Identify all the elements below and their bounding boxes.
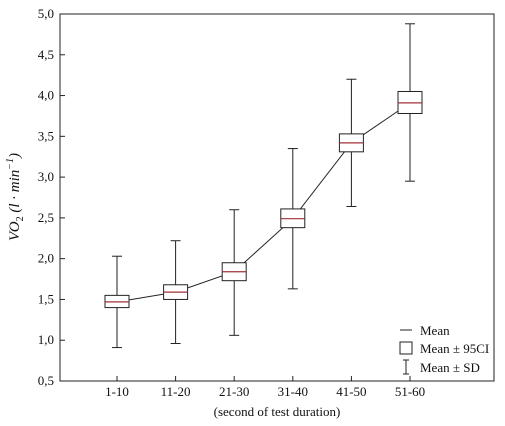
- y-axis-title-main: VO: [7, 221, 23, 241]
- y-tick-label: 4,5: [38, 47, 54, 62]
- y-axis-title-close: ): [7, 153, 23, 159]
- legend-sd-symbol: [403, 359, 409, 375]
- y-tick-label: 3,5: [38, 128, 54, 143]
- mean-connector-line: [116, 102, 411, 303]
- legend-mean-label: Mean: [420, 323, 450, 338]
- x-tick-label: 51-60: [395, 384, 425, 399]
- y-tick-label: 2,5: [38, 210, 54, 225]
- x-tick-label: 41-50: [336, 384, 366, 399]
- x-tick-label: 1-10: [105, 384, 129, 399]
- y-axis-title-subscript: 2: [15, 216, 26, 221]
- legend-sd-label: Mean ± SD: [420, 360, 480, 375]
- y-axis: 0,5 1,0 1,5 2,0 2,5 3,0 3,5 4,0 4,5 5,0: [38, 6, 65, 388]
- box-11-20: [163, 240, 189, 344]
- box-41-50: [338, 78, 364, 207]
- y-tick-label: 5,0: [38, 6, 54, 21]
- x-axis-title: (second of test duration): [214, 404, 341, 419]
- x-tick-label: 21-30: [219, 384, 249, 399]
- box-51-60: [397, 23, 423, 182]
- y-axis-title: VO2 (l · min−1): [5, 153, 26, 241]
- x-axis: 1-10 11-20 21-30 31-40 41-50 51-60: [105, 376, 425, 399]
- y-tick-label: 4,0: [38, 88, 54, 103]
- x-tick-label: 31-40: [278, 384, 308, 399]
- plot-frame: [59, 13, 495, 382]
- box-1-10: [104, 255, 130, 349]
- y-tick-label: 1,0: [38, 332, 54, 347]
- y-tick-label: 1,5: [38, 291, 54, 306]
- y-tick-label: 2,0: [38, 251, 54, 266]
- y-axis-title-superscript: −1: [5, 158, 16, 170]
- x-tick-label: 11-20: [161, 384, 191, 399]
- legend-ci-label: Mean ± 95CI: [420, 341, 489, 356]
- box-series: [104, 23, 423, 349]
- box-21-30: [221, 209, 247, 336]
- legend-ci-symbol: [399, 341, 413, 355]
- y-tick-label: 0,5: [38, 373, 54, 388]
- legend: Mean Mean ± 95CI Mean ± SD: [399, 323, 489, 375]
- y-axis-title-unit: (l · min: [7, 170, 23, 217]
- box-31-40: [280, 148, 306, 290]
- y-tick-label: 3,0: [38, 169, 54, 184]
